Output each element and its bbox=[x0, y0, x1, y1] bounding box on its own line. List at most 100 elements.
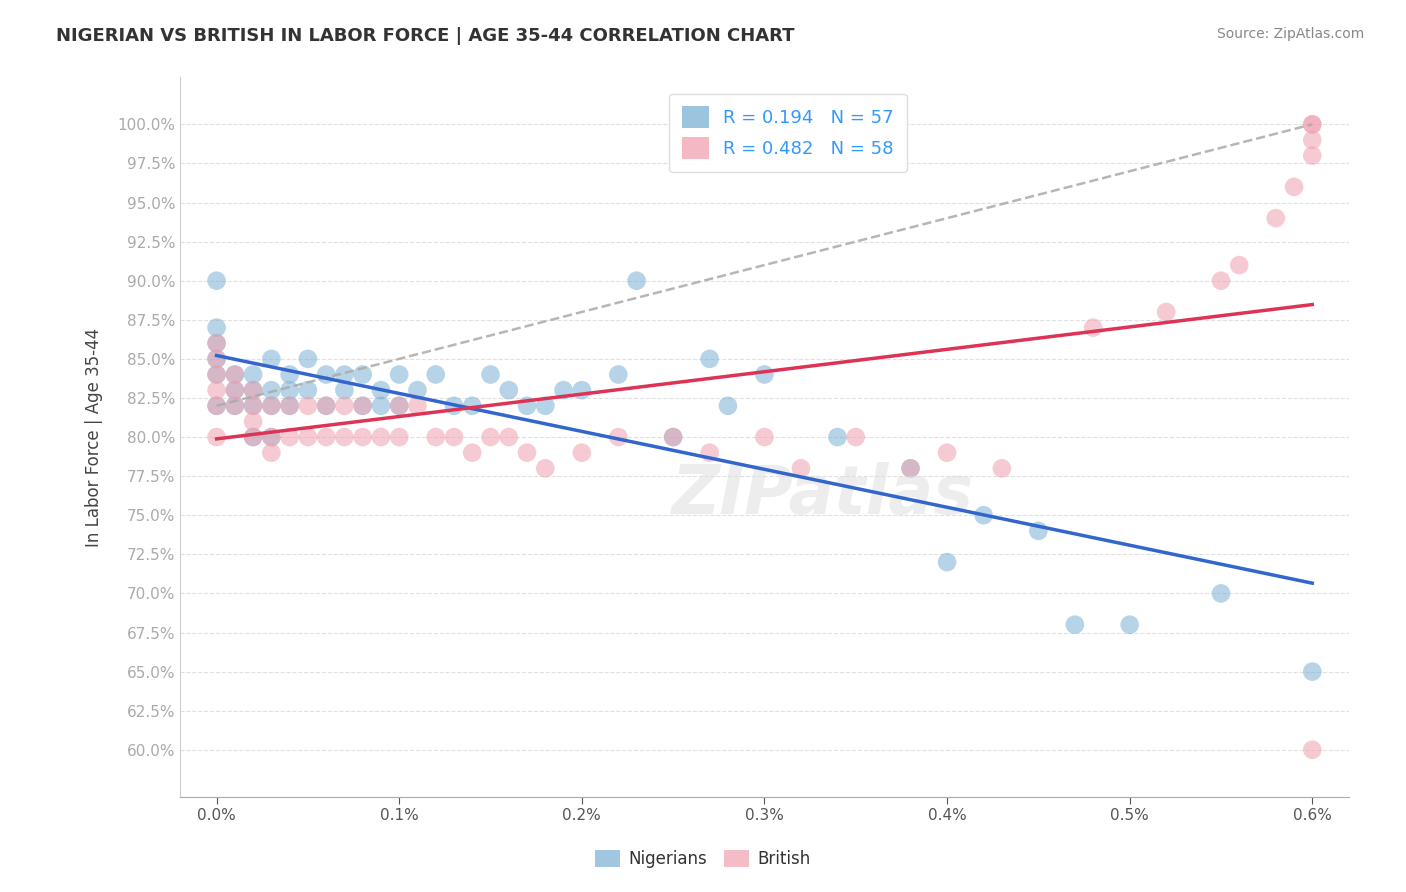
Point bbox=[516, 399, 538, 413]
Point bbox=[827, 430, 849, 444]
Point bbox=[1209, 586, 1232, 600]
Point bbox=[242, 383, 264, 397]
Point bbox=[352, 399, 374, 413]
Point bbox=[699, 446, 721, 460]
Point bbox=[278, 430, 301, 444]
Point bbox=[699, 351, 721, 366]
Point bbox=[626, 274, 648, 288]
Point bbox=[297, 383, 319, 397]
Point bbox=[278, 383, 301, 397]
Y-axis label: In Labor Force | Age 35-44: In Labor Force | Age 35-44 bbox=[86, 327, 103, 547]
Point bbox=[443, 430, 465, 444]
Text: ZIPatlas: ZIPatlas bbox=[672, 461, 974, 527]
Point bbox=[754, 430, 776, 444]
Point bbox=[352, 368, 374, 382]
Point bbox=[242, 414, 264, 428]
Point bbox=[260, 399, 283, 413]
Point bbox=[1301, 117, 1323, 131]
Point bbox=[1301, 665, 1323, 679]
Point bbox=[388, 399, 411, 413]
Point bbox=[1028, 524, 1050, 538]
Point bbox=[260, 446, 283, 460]
Point bbox=[498, 430, 520, 444]
Point bbox=[973, 508, 995, 523]
Point bbox=[205, 383, 228, 397]
Point bbox=[333, 430, 356, 444]
Point bbox=[242, 430, 264, 444]
Point bbox=[900, 461, 922, 475]
Point bbox=[936, 446, 959, 460]
Point bbox=[790, 461, 813, 475]
Point bbox=[754, 368, 776, 382]
Point bbox=[278, 399, 301, 413]
Point bbox=[425, 368, 447, 382]
Point bbox=[297, 351, 319, 366]
Point bbox=[333, 383, 356, 397]
Point bbox=[534, 399, 557, 413]
Point bbox=[205, 399, 228, 413]
Point bbox=[845, 430, 868, 444]
Point bbox=[224, 399, 246, 413]
Point bbox=[315, 368, 337, 382]
Point bbox=[205, 368, 228, 382]
Point bbox=[224, 368, 246, 382]
Point bbox=[242, 430, 264, 444]
Point bbox=[571, 383, 593, 397]
Point bbox=[479, 430, 502, 444]
Point bbox=[1264, 211, 1286, 226]
Text: Source: ZipAtlas.com: Source: ZipAtlas.com bbox=[1216, 27, 1364, 41]
Point bbox=[1301, 743, 1323, 757]
Point bbox=[936, 555, 959, 569]
Point bbox=[1301, 133, 1323, 147]
Point bbox=[205, 336, 228, 351]
Point bbox=[370, 399, 392, 413]
Point bbox=[352, 399, 374, 413]
Point bbox=[224, 368, 246, 382]
Point bbox=[205, 351, 228, 366]
Point bbox=[205, 351, 228, 366]
Point bbox=[224, 383, 246, 397]
Point bbox=[443, 399, 465, 413]
Point bbox=[1301, 117, 1323, 131]
Point bbox=[1064, 617, 1087, 632]
Point bbox=[425, 430, 447, 444]
Point bbox=[315, 430, 337, 444]
Point bbox=[315, 399, 337, 413]
Point bbox=[242, 368, 264, 382]
Point bbox=[991, 461, 1014, 475]
Legend: R = 0.194   N = 57, R = 0.482   N = 58: R = 0.194 N = 57, R = 0.482 N = 58 bbox=[669, 94, 907, 172]
Point bbox=[278, 368, 301, 382]
Point bbox=[205, 274, 228, 288]
Point bbox=[900, 461, 922, 475]
Point bbox=[406, 383, 429, 397]
Point bbox=[1301, 148, 1323, 162]
Point bbox=[242, 383, 264, 397]
Point bbox=[224, 383, 246, 397]
Point bbox=[461, 399, 484, 413]
Point bbox=[388, 430, 411, 444]
Point bbox=[297, 399, 319, 413]
Text: NIGERIAN VS BRITISH IN LABOR FORCE | AGE 35-44 CORRELATION CHART: NIGERIAN VS BRITISH IN LABOR FORCE | AGE… bbox=[56, 27, 794, 45]
Point bbox=[333, 399, 356, 413]
Point bbox=[479, 368, 502, 382]
Point bbox=[205, 430, 228, 444]
Point bbox=[260, 430, 283, 444]
Point bbox=[297, 430, 319, 444]
Point bbox=[717, 399, 740, 413]
Point bbox=[370, 383, 392, 397]
Point bbox=[260, 399, 283, 413]
Point bbox=[553, 383, 575, 397]
Point bbox=[370, 430, 392, 444]
Point bbox=[1118, 617, 1140, 632]
Point bbox=[205, 320, 228, 334]
Point bbox=[516, 446, 538, 460]
Point bbox=[662, 430, 685, 444]
Point bbox=[1081, 320, 1104, 334]
Point bbox=[242, 399, 264, 413]
Point bbox=[333, 368, 356, 382]
Point bbox=[205, 336, 228, 351]
Point bbox=[224, 399, 246, 413]
Point bbox=[352, 430, 374, 444]
Point bbox=[406, 399, 429, 413]
Point bbox=[260, 383, 283, 397]
